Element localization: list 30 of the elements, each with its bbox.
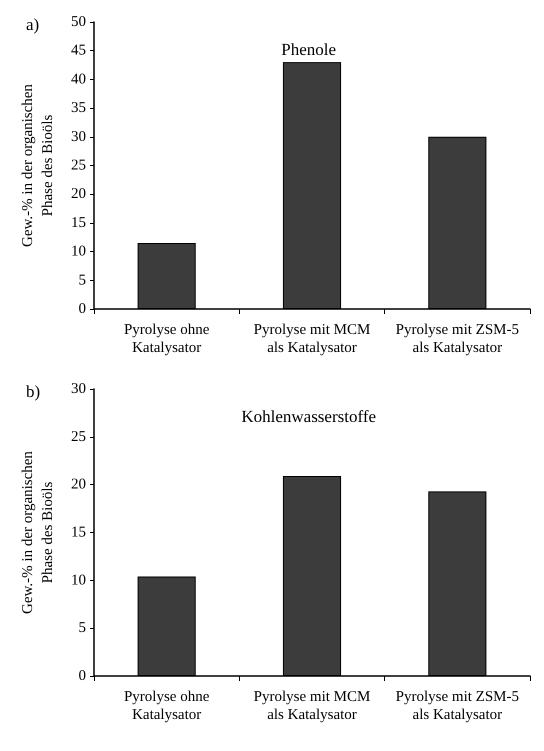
x-tick-label: Pyrolyse mit MCM als Katalysator	[254, 689, 370, 723]
y-tick-label: 5	[78, 620, 86, 636]
x-tick-label: Pyrolyse ohne Katalysator	[124, 689, 210, 723]
y-tick-label: 50	[71, 14, 86, 30]
y-tick-label: 15	[71, 524, 86, 540]
y-tick-label: 25	[71, 158, 86, 174]
text: b)	[26, 382, 40, 401]
x-tick-label: Pyrolyse mit ZSM-5 als Katalysator	[396, 322, 520, 356]
x-tick-label: Pyrolyse mit ZSM-5 als Katalysator	[396, 689, 520, 723]
x-tick-label: Pyrolyse mit MCM als Katalysator	[254, 322, 370, 356]
y-tick-label: 30	[71, 381, 86, 397]
y-tick-label: 30	[71, 128, 86, 145]
y-tick-label: 0	[78, 668, 86, 684]
y-tick-label: 10	[71, 244, 86, 260]
text: a)	[26, 15, 40, 34]
text: Phenole	[281, 40, 336, 59]
y-tick-label: 5	[78, 272, 86, 288]
y-axis-title: Gew.-% in der organischen Phase des Bioöls	[20, 84, 56, 247]
y-tick-label: 0	[78, 301, 86, 317]
text: Kohlenwasserstoffe	[241, 407, 376, 426]
y-tick-label: 45	[71, 42, 86, 59]
y-tick-label: 10	[71, 572, 86, 588]
y-tick-label: 35	[71, 100, 86, 116]
y-tick-label: 25	[71, 428, 86, 445]
y-tick-label: 20	[71, 476, 86, 493]
y-tick-label: 20	[71, 186, 86, 202]
y-axis-title: Gew.-% in der organischen Phase des Bioöls	[20, 450, 56, 614]
x-tick-label: Pyrolyse ohne Katalysator	[124, 322, 210, 356]
y-tick-label: 40	[71, 71, 86, 88]
y-tick-label: 15	[71, 214, 86, 231]
